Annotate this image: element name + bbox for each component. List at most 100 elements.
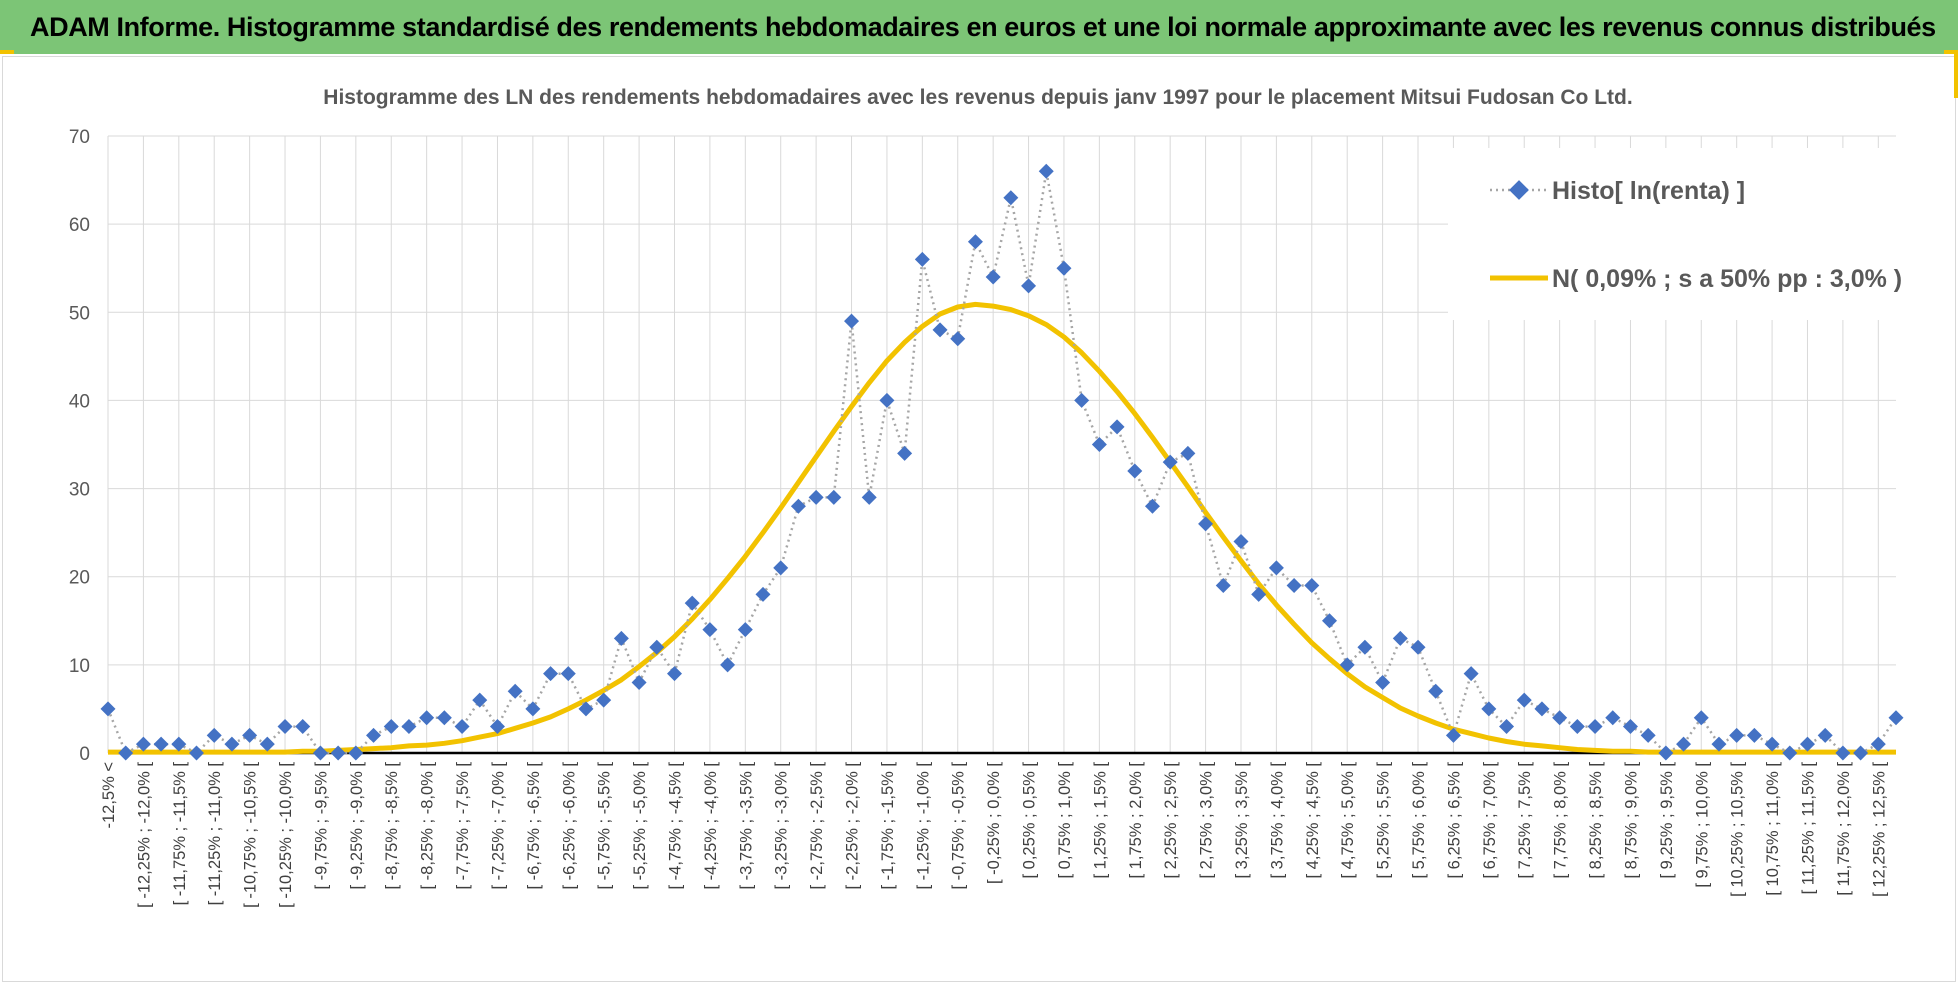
histogram-point [259,736,275,752]
histogram-point [489,719,505,735]
histogram-point [702,622,718,638]
histogram-point [366,727,382,743]
histogram-point [525,701,541,717]
histogram-point [1746,727,1762,743]
histogram-point [967,234,983,250]
x-tick-label: [ -1,75% ; -1,5% [ [879,762,897,890]
histogram-point [1003,190,1019,206]
histogram-point [1817,727,1833,743]
histogram-point [543,666,559,682]
x-tick-label: [ -5,75% ; -5,5% [ [596,762,614,890]
histogram-point [1268,560,1284,576]
legend-background [1448,148,1896,320]
x-tick-label: [ -9,25% ; -9,0% [ [348,762,366,890]
y-tick-label: 50 [69,303,90,324]
histogram-point [277,719,293,735]
histogram-point [844,313,860,329]
x-tick-label: [ 1,75% ; 2,0% [ [1127,762,1145,879]
histogram-point [348,745,364,761]
histogram-point [1463,666,1479,682]
histogram-point [1038,163,1054,179]
histogram-point [773,560,789,576]
chart-title: Histogramme des LN des rendements hebdom… [323,86,1632,109]
x-tick-label: [ 9,75% ; 10,0% [ [1693,762,1711,888]
x-tick-label: [ 3,25% ; 3,5% [ [1233,762,1251,879]
histogram-point [1888,710,1904,726]
chart-frame [2,56,1956,982]
histogram-point [560,666,576,682]
x-axis: -12,5% < [ -12,25% ; -12,0% [[ -11,75% ; … [100,751,1896,908]
x-tick-label: [ -5,25% ; -5,0% [ [631,762,649,890]
histogram-point [1799,736,1815,752]
histogram-point [631,674,647,690]
histogram-point [1162,454,1178,470]
histogram-point [1676,736,1692,752]
x-tick-label: -12,5% < [100,762,118,829]
x-tick-label: [ 10,25% ; 10,5% [ [1729,762,1747,897]
y-tick-label: 30 [69,480,90,501]
x-tick-label: [ 12,25% ; 12,5% [ [1870,762,1888,897]
histogram-point [932,322,948,338]
histogram-point [1180,445,1196,461]
x-tick-label: [ 9,25% ; 9,5% [ [1658,762,1676,879]
histogram-point [419,710,435,726]
histogram-point [401,719,417,735]
x-tick-label: [ -7,25% ; -7,0% [ [489,762,507,890]
legend-histo-marker [1509,180,1529,200]
y-tick-label: 0 [79,744,90,765]
histogram-point [666,666,682,682]
legend-label-histo: Histo[ ln(renta) ] [1552,177,1745,205]
x-tick-label: [ 6,25% ; 6,5% [ [1445,762,1463,879]
histogram-point [790,498,806,514]
x-tick-label: [ -2,75% ; -2,5% [ [808,762,826,890]
histogram-point [914,251,930,267]
x-tick-label: [ 5,75% ; 6,0% [ [1410,762,1428,879]
histogram-point [950,331,966,347]
histogram-point [1729,727,1745,743]
histogram-point [1251,586,1267,602]
histogram-point [861,489,877,505]
x-tick-label: [ -10,25% ; -10,0% [ [277,762,295,908]
normal-curve-line [108,301,1896,755]
corner-accent-top-right [1944,50,1958,54]
histogram-point [1322,613,1338,629]
histogram-point [1339,657,1355,673]
x-tick-label: [ 2,25% ; 2,5% [ [1162,762,1180,879]
histogram-point [826,489,842,505]
histogram-point [153,736,169,752]
x-tick-label: [ -2,25% ; -2,0% [ [844,762,862,890]
y-tick-label: 40 [69,391,90,412]
histogram-point [1658,745,1674,761]
histogram-point [737,622,753,638]
histogram-point [118,745,134,761]
corner-accent-right-edge [1954,50,1958,98]
histogram-point [1392,630,1408,646]
x-tick-label: [ 10,75% ; 11,0% [ [1764,762,1782,896]
histogram-point [171,736,187,752]
x-tick-label: [ -11,75% ; -11,5% [ [171,762,189,906]
histogram-point [135,736,151,752]
banner-title: ADAM Informe. Histogramme standardisé de… [30,11,1936,42]
histogram-point [1587,719,1603,735]
histogram-point [1144,498,1160,514]
histogram-point [472,692,488,708]
histogram-point [897,445,913,461]
histogram-point [189,745,205,761]
x-tick-label: [ 0,25% ; 0,5% [ [1021,762,1039,879]
x-tick-label: [ -4,75% ; -4,5% [ [666,762,684,890]
x-tick-label: [ -7,75% ; -7,5% [ [454,762,472,890]
histogram-point [1693,710,1709,726]
histogram-point [1516,692,1532,708]
histogram-point [1870,736,1886,752]
x-tick-label: [ 8,75% ; 9,0% [ [1622,762,1640,879]
x-tick-label: [ -9,75% ; -9,5% [ [312,762,330,890]
histogram-point [1711,736,1727,752]
histogram-point [1021,278,1037,294]
histogram-point [312,745,328,761]
histogram-point [1428,683,1444,699]
grid-lines [107,135,1896,753]
x-tick-label: [ -3,75% ; -3,5% [ [737,762,755,890]
histogram-layer [100,163,1904,761]
histogram-point [808,489,824,505]
